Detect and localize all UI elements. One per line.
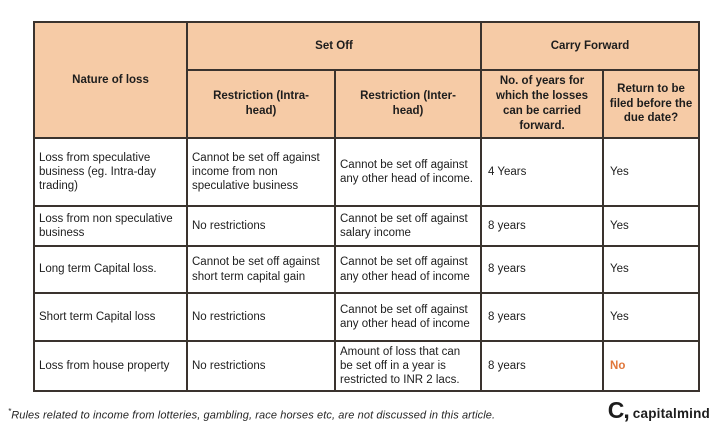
cell-nature: Loss from non speculative business (33, 205, 188, 247)
cell-return-required: Yes (602, 205, 701, 247)
cell-nature: Loss from speculative business (eg. Intr… (33, 137, 188, 207)
header-return-filed-due-date: Return to be filed before the due date? (602, 69, 701, 139)
header-group-set-off: Set Off (185, 21, 483, 71)
cell-intra-restriction: Cannot be set off against income from no… (186, 137, 336, 207)
cell-carry-forward-years: 8 years (480, 340, 605, 392)
cell-return-required: Yes (602, 137, 701, 207)
cell-carry-forward-years: 8 years (480, 245, 605, 294)
table-row: Short term Capital loss No restrictions … (33, 292, 701, 342)
loss-setoff-table: Nature of loss Set Off Carry Forward Res… (33, 21, 701, 392)
cell-inter-restriction: Cannot be set off against salary income (333, 205, 483, 247)
table-row: Loss from house property No restrictions… (33, 340, 701, 392)
cell-carry-forward-years: 8 years (480, 205, 605, 247)
header-restriction-intra-head: Restriction (Intra-head) (186, 69, 336, 139)
header-restriction-inter-head: Restriction (Inter-head) (333, 69, 483, 139)
capitalmind-logo-text: capitalmind (632, 406, 710, 421)
footnote-text: Rules related to income from lotteries, … (11, 409, 496, 422)
header-years-carried-forward: No. of years for which the losses can be… (480, 69, 605, 139)
cell-intra-restriction: No restrictions (186, 292, 336, 342)
header-group-carry-forward: Carry Forward (480, 21, 701, 71)
cell-nature: Short term Capital loss (33, 292, 188, 342)
capitalmind-logo: C, capitalmind (608, 399, 710, 422)
cell-return-required: No (602, 340, 701, 392)
cell-intra-restriction: Cannot be set off against short term cap… (186, 245, 336, 294)
cell-inter-restriction: Cannot be set off against any other head… (333, 137, 483, 207)
table-row: Long term Capital loss. Cannot be set of… (33, 245, 701, 294)
cell-return-required: Yes (602, 292, 701, 342)
cell-return-required: Yes (602, 245, 701, 294)
header-nature-of-loss: Nature of loss (33, 21, 188, 139)
cell-nature: Long term Capital loss. (33, 245, 188, 294)
cell-inter-restriction: Amount of loss that can be set off in a … (333, 340, 483, 392)
cell-inter-restriction: Cannot be set off against any other head… (333, 292, 483, 342)
cell-intra-restriction: No restrictions (186, 340, 336, 392)
cell-carry-forward-years: 8 years (480, 292, 605, 342)
table-row: Loss from non speculative business No re… (33, 205, 701, 247)
cell-intra-restriction: No restrictions (186, 205, 336, 247)
table-row: Loss from speculative business (eg. Intr… (33, 137, 701, 207)
cell-nature: Loss from house property (33, 340, 188, 392)
cell-inter-restriction: Cannot be set off against any other head… (333, 245, 483, 294)
footnote: *Rules related to income from lotteries,… (8, 407, 495, 422)
capitalmind-logo-mark-icon: C, (607, 397, 630, 423)
footnote-asterisk: * (8, 407, 12, 416)
cell-carry-forward-years: 4 Years (480, 137, 605, 207)
